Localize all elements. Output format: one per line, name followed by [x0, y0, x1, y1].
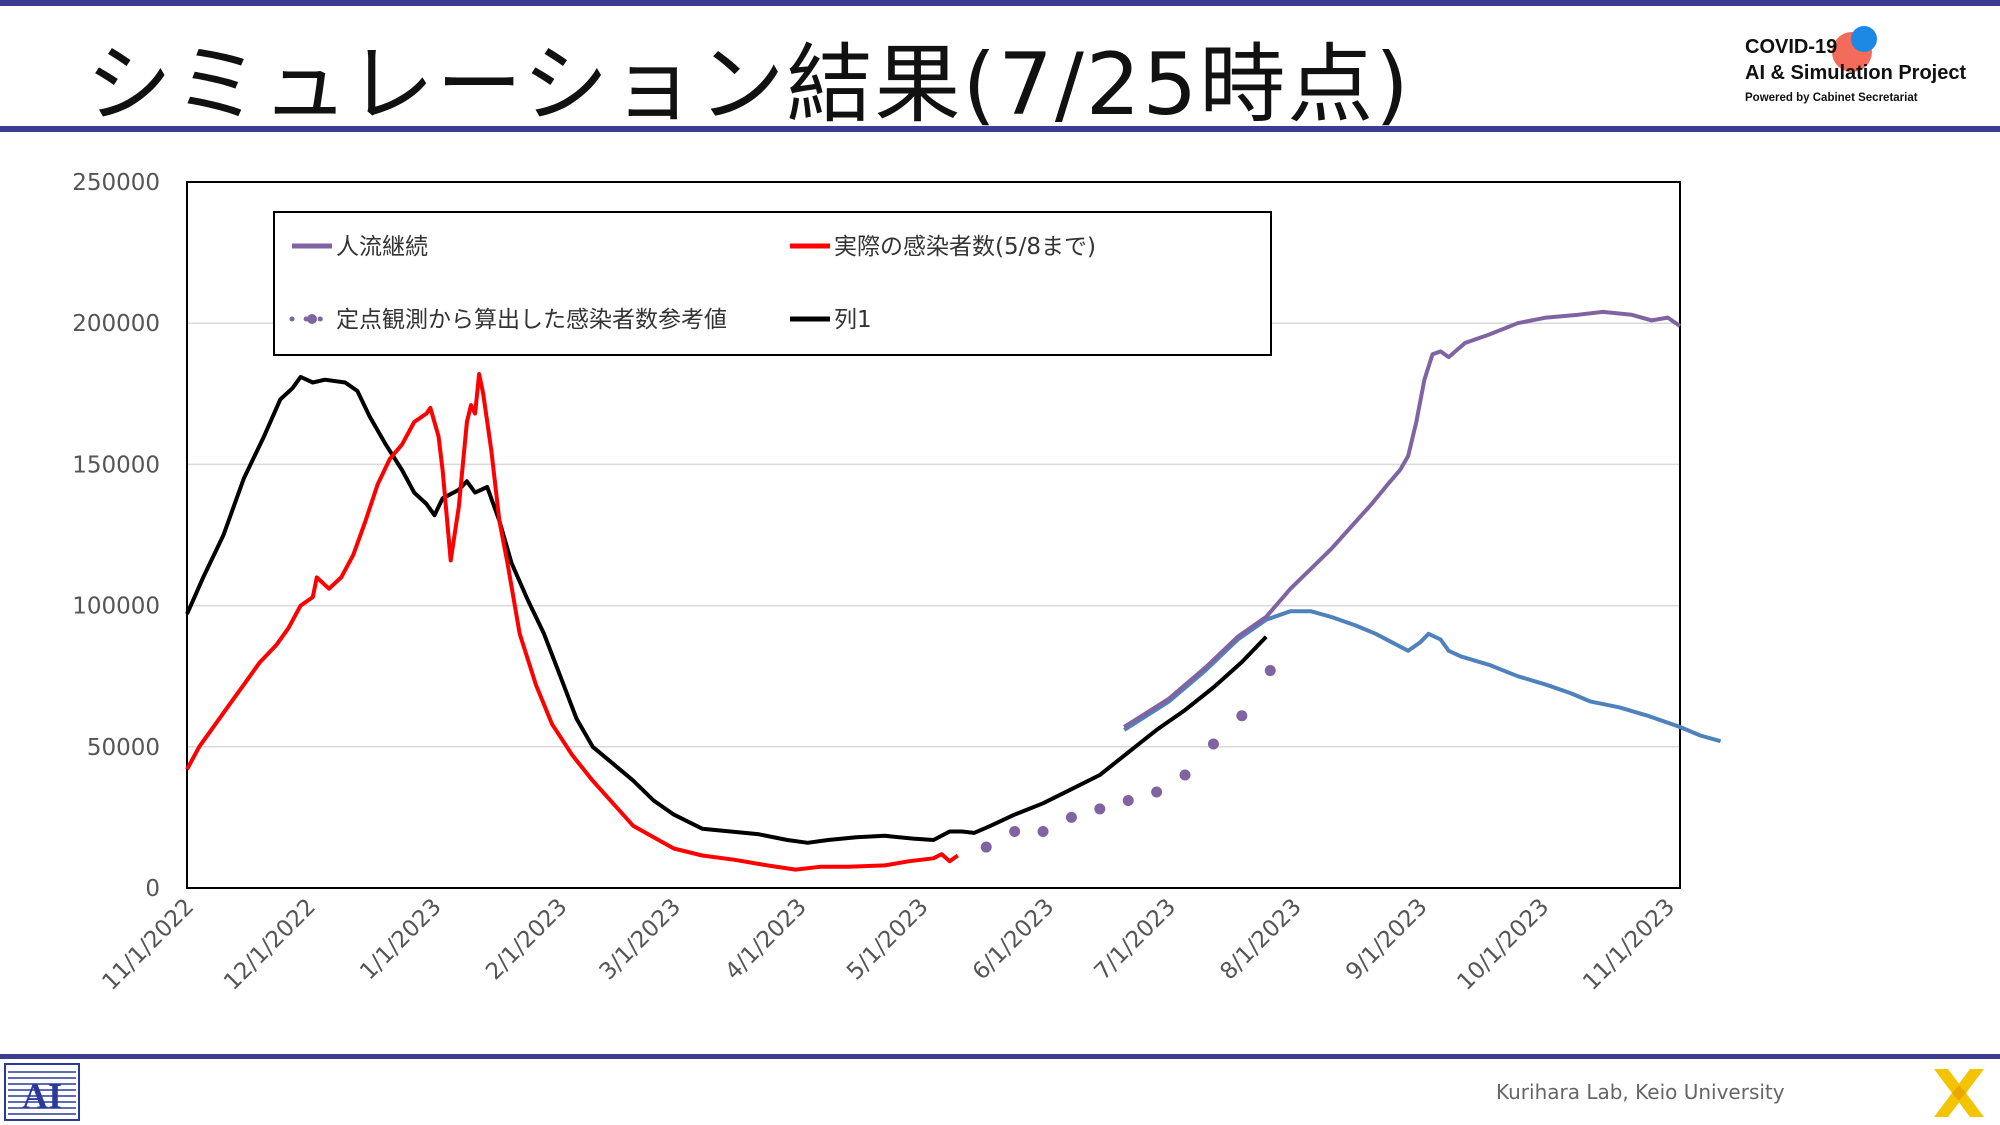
series-1-line [185, 372, 959, 872]
series-2-point [980, 841, 992, 853]
legend-label-3: 定点観測から算出した感染者数参考値 [336, 307, 727, 333]
y-tick-label: 150000 [72, 452, 160, 478]
slide-title: シミュレーション結果(7/25時点) [86, 35, 1411, 135]
plot-area-border [186, 181, 1681, 889]
legend-label-2: 実際の感染者数(5/8まで) [834, 234, 1096, 260]
x-tick-label: 5/1/2023 [842, 894, 933, 985]
x-tick-label: 12/1/2022 [219, 894, 321, 996]
series-2-point [1094, 803, 1106, 815]
svg-text:AI: AI [22, 1076, 62, 1116]
legend: 人流継続 実際の感染者数(5/8まで) 定点観測から算出した感染者数参考値 列1 [273, 211, 1272, 356]
covid-project-logo: COVID-19 AI & Simulation Project Powered… [1745, 22, 1985, 117]
x-tick-label: 2/1/2023 [481, 894, 572, 985]
series-layer [185, 309, 1722, 872]
series-0-line [1123, 309, 1682, 729]
simulation-chart: 0 50000 100000 150000 200000 250000 11/1/2022… [72, 170, 1722, 996]
y-tick-label: 200000 [72, 311, 160, 337]
legend-box [273, 211, 1272, 356]
logo-line3: Powered by Cabinet Secretariat [1745, 92, 1918, 104]
x-axis-ticks: 11/1/2022 12/1/2022 1/1/2023 2/1/2023 3/1/20… [97, 894, 1680, 996]
x-tick-label: 8/1/2023 [1215, 894, 1306, 985]
header-rule [0, 126, 2000, 132]
grid-layer [187, 322, 1680, 748]
series-2-point [1009, 826, 1021, 838]
legend-label-1: 人流継続 [336, 234, 428, 260]
x-tick-label: 7/1/2023 [1090, 894, 1181, 985]
series-4-line [1123, 609, 1722, 744]
legend-label-4: 列1 [834, 307, 872, 333]
series-2-point [1122, 794, 1134, 806]
top-rule [0, 0, 2000, 6]
y-tick-label: 250000 [72, 170, 160, 196]
x-brand-icon [1934, 1069, 1984, 1117]
ai-lab-logo-icon: AI [4, 1063, 80, 1121]
series-2-point [1207, 738, 1219, 750]
y-tick-label: 0 [145, 876, 160, 902]
series-2-point [1151, 786, 1163, 798]
y-axis-ticks: 0 50000 100000 150000 200000 250000 [72, 170, 160, 902]
footer-rule [0, 1054, 2000, 1059]
x-tick-label: 4/1/2023 [720, 894, 811, 985]
x-tick-label: 3/1/2023 [595, 894, 686, 985]
x-tick-label: 11/1/2023 [1578, 894, 1680, 996]
x-tick-label: 1/1/2023 [355, 894, 446, 985]
y-tick-label: 100000 [72, 594, 160, 620]
series-2-point [1037, 826, 1049, 838]
series-2-point [1236, 710, 1248, 722]
y-tick-label: 50000 [87, 735, 160, 761]
series-2-point [1179, 769, 1191, 781]
logo-line1: COVID-19 [1745, 36, 1838, 58]
x-tick-label: 6/1/2023 [968, 894, 1059, 985]
series-2-point [1264, 665, 1276, 677]
x-tick-label: 11/1/2022 [97, 894, 199, 996]
footer-credit: Kurihara Lab, Keio University [1496, 1080, 1785, 1104]
series-2-point [1065, 811, 1077, 823]
legend-swatch-3-dot [307, 314, 317, 324]
logo-line2: AI & Simulation Project [1745, 62, 1967, 84]
series-3-line [185, 374, 1268, 845]
x-tick-label: 10/1/2023 [1453, 894, 1555, 996]
logo-blue-dot-icon [1851, 26, 1877, 52]
x-tick-label: 9/1/2023 [1341, 894, 1432, 985]
